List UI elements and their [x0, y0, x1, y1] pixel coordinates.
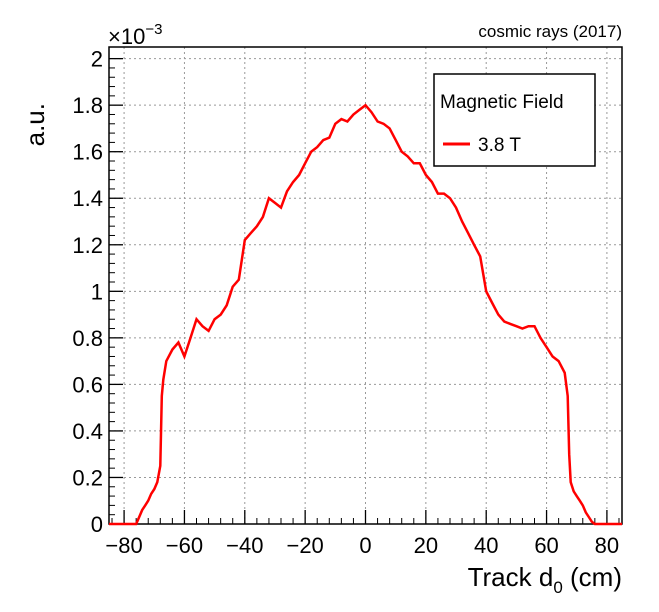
- x-tick-label: −60: [166, 533, 203, 558]
- x-axis-title-sub: 0: [553, 578, 562, 597]
- y-tick-label: 0.2: [72, 465, 103, 490]
- y-tick-label: 1.2: [72, 233, 103, 258]
- x-axis-title-main: Track d: [468, 562, 554, 592]
- x-axis-title-unit: (cm): [563, 562, 622, 592]
- y-tick-label: 1.4: [72, 186, 103, 211]
- axis-ticks: [109, 57, 620, 525]
- y-tick-label: 0.6: [72, 372, 103, 397]
- y-tick-label: 0: [91, 512, 103, 537]
- x-tick-label: 20: [414, 533, 438, 558]
- y-exponent-label: ×10−3: [108, 21, 162, 49]
- y-tick-labels: 0 0.2 0.4 0.6 0.8 1 1.2 1.4 1.6 1.8 2: [72, 47, 103, 537]
- y-tick-label: 1.6: [72, 140, 103, 165]
- legend-box: [433, 73, 596, 167]
- x-axis-title: Track d0 (cm): [468, 562, 622, 597]
- x-tick-label: −40: [226, 533, 263, 558]
- y-tick-label: 1.8: [72, 93, 103, 118]
- x-tick-label: 40: [474, 533, 498, 558]
- corner-label: cosmic rays (2017): [478, 22, 622, 41]
- y-exponent-base: ×10: [108, 24, 145, 49]
- x-tick-label: −80: [105, 533, 142, 558]
- grid: [109, 47, 622, 525]
- y-axis-title: a.u.: [20, 103, 50, 146]
- y-tick-label: 1: [91, 279, 103, 304]
- svg-text:×10−3: ×10−3: [108, 21, 162, 49]
- legend: Magnetic Field 3.8 T: [433, 73, 596, 167]
- x-tick-label: −20: [286, 533, 323, 558]
- legend-entry-3-8-T: 3.8 T: [478, 135, 521, 156]
- legend-title: Magnetic Field: [440, 92, 564, 113]
- y-tick-label: 0.4: [72, 419, 103, 444]
- x-tick-labels: −80 −60 −40 −20 0 20 40 60 80: [105, 533, 619, 558]
- x-tick-label: 0: [359, 533, 371, 558]
- x-tick-label: 60: [534, 533, 558, 558]
- x-tick-label: 80: [595, 533, 619, 558]
- y-tick-label: 2: [91, 47, 103, 72]
- series-line-3-8-T: [109, 103, 622, 526]
- y-exponent-power: −3: [145, 21, 162, 38]
- y-tick-label: 0.8: [72, 326, 103, 351]
